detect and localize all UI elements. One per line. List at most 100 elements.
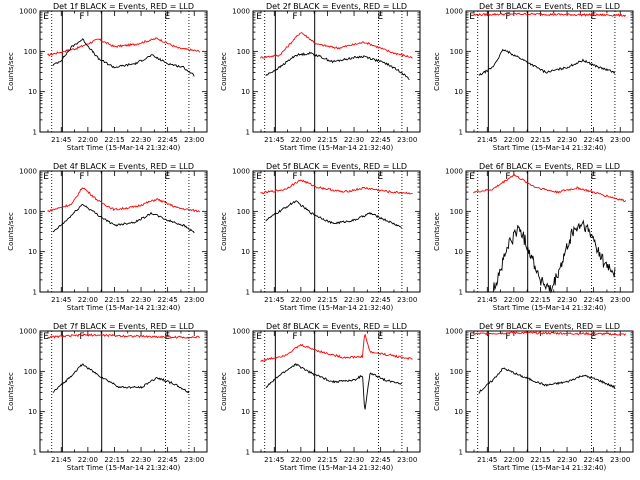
x-tick-label: 23:00 bbox=[610, 456, 630, 464]
y-tick-label: 100 bbox=[237, 48, 250, 56]
y-axis-label: Counts/sec bbox=[433, 52, 441, 91]
y-tick-label: 1 bbox=[246, 129, 250, 137]
y-tick-label: 100 bbox=[24, 208, 37, 216]
x-tick-label: 22:00 bbox=[78, 136, 98, 144]
y-tick-label: 1 bbox=[459, 449, 463, 457]
interval-flag: F bbox=[505, 332, 510, 342]
y-axis-label: Counts/sec bbox=[433, 372, 441, 411]
x-tick-label: 22:00 bbox=[504, 136, 524, 144]
events-series-line bbox=[52, 363, 190, 394]
x-tick-label: 22:15 bbox=[530, 456, 550, 464]
x-tick-label: 22:30 bbox=[557, 456, 577, 464]
y-tick-label: 100 bbox=[450, 368, 463, 376]
x-tick-label: 22:00 bbox=[78, 296, 98, 304]
panel-det-8: Det 8f BLACK = Events, RED = LLD 1 10 100 10… bbox=[220, 322, 421, 472]
interval-flag: F bbox=[505, 12, 510, 22]
x-tick-label: 22:00 bbox=[291, 456, 311, 464]
x-axis-label: Start Time (15-Mar-14 21:32:40) bbox=[280, 304, 394, 312]
panel-det-6: Det 6f BLACK = Events, RED = LLD 1 10 100 10… bbox=[433, 162, 634, 312]
x-tick-label: 23:00 bbox=[184, 136, 204, 144]
panel-title: Det 4f BLACK = Events, RED = LLD bbox=[53, 162, 194, 171]
y-tick-label: 100 bbox=[237, 208, 250, 216]
x-axis-label: Start Time (15-Mar-14 21:32:40) bbox=[67, 464, 181, 472]
interval-flag: E bbox=[590, 332, 596, 342]
interval-flag: E bbox=[43, 332, 49, 342]
x-tick-label: 22:15 bbox=[104, 296, 124, 304]
x-tick-label: 22:00 bbox=[504, 296, 524, 304]
panel-title: Det 5f BLACK = Events, RED = LLD bbox=[266, 162, 407, 171]
events-series-line bbox=[52, 203, 195, 234]
x-tick-label: 23:00 bbox=[397, 456, 417, 464]
x-axis-label: Start Time (15-Mar-14 21:32:40) bbox=[67, 304, 181, 312]
x-tick-label: 22:15 bbox=[317, 136, 337, 144]
x-tick-label: 23:00 bbox=[184, 296, 204, 304]
interval-flag: E bbox=[43, 172, 49, 182]
interval-flag: E bbox=[469, 332, 475, 342]
x-tick-label: 23:00 bbox=[610, 296, 630, 304]
y-tick-label: 1 bbox=[33, 449, 37, 457]
y-tick-label: 100 bbox=[237, 368, 250, 376]
panel-det-3: Det 3f BLACK = Events, RED = LLD 1 10 100 10… bbox=[433, 2, 634, 152]
interval-flag: F bbox=[292, 12, 297, 22]
lld-series-line bbox=[260, 334, 413, 362]
plot-frame bbox=[465, 170, 634, 293]
x-tick-label: 22:45 bbox=[158, 136, 178, 144]
x-tick-label: 21:45 bbox=[51, 136, 71, 144]
interval-flag: E bbox=[164, 172, 170, 182]
x-tick-label: 22:45 bbox=[584, 456, 604, 464]
x-tick-label: 22:30 bbox=[344, 456, 364, 464]
y-tick-label: 10 bbox=[28, 248, 37, 256]
y-tick-label: 1 bbox=[246, 289, 250, 297]
events-series-line bbox=[265, 51, 410, 80]
y-tick-label: 1000 bbox=[19, 328, 37, 336]
y-axis-label: Counts/sec bbox=[220, 212, 228, 251]
x-tick-label: 22:00 bbox=[504, 456, 524, 464]
x-tick-label: 21:45 bbox=[477, 456, 497, 464]
x-tick-label: 22:45 bbox=[158, 456, 178, 464]
y-tick-label: 1 bbox=[33, 289, 37, 297]
interval-flag: F bbox=[505, 172, 510, 182]
x-tick-label: 23:00 bbox=[184, 456, 204, 464]
x-axis-label: Start Time (15-Mar-14 21:32:40) bbox=[280, 144, 394, 152]
x-tick-label: 21:45 bbox=[477, 136, 497, 144]
interval-flag: E bbox=[469, 12, 475, 22]
x-tick-label: 22:15 bbox=[530, 296, 550, 304]
x-tick-label: 21:45 bbox=[264, 296, 284, 304]
x-tick-label: 23:00 bbox=[610, 136, 630, 144]
y-tick-label: 1 bbox=[246, 449, 250, 457]
lld-series-line bbox=[47, 187, 200, 213]
panel-det-1: Det 1f BLACK = Events, RED = LLD 1 10 100 10… bbox=[7, 2, 208, 152]
y-axis-label: Counts/sec bbox=[7, 52, 15, 91]
y-tick-label: 1 bbox=[33, 129, 37, 137]
x-tick-label: 22:45 bbox=[371, 456, 391, 464]
interval-flag: E bbox=[164, 12, 170, 22]
y-axis-label: Counts/sec bbox=[7, 372, 15, 411]
y-tick-label: 1000 bbox=[19, 8, 37, 16]
plot-frame bbox=[465, 330, 634, 453]
y-tick-label: 1000 bbox=[19, 168, 37, 176]
panel-title: Det 3f BLACK = Events, RED = LLD bbox=[479, 2, 620, 11]
plot-frame bbox=[252, 330, 421, 453]
x-tick-label: 22:45 bbox=[371, 296, 391, 304]
y-tick-label: 10 bbox=[454, 248, 463, 256]
events-series-line bbox=[492, 219, 616, 294]
plot-frame bbox=[465, 10, 634, 133]
y-tick-label: 10 bbox=[454, 88, 463, 96]
y-tick-label: 10 bbox=[241, 248, 250, 256]
y-tick-label: 10 bbox=[28, 88, 37, 96]
lld-series-line bbox=[473, 331, 626, 337]
events-series-line bbox=[265, 200, 402, 228]
interval-flag: E bbox=[256, 172, 262, 182]
x-tick-label: 22:15 bbox=[104, 456, 124, 464]
y-axis-label: Counts/sec bbox=[7, 212, 15, 251]
y-tick-label: 100 bbox=[24, 368, 37, 376]
y-axis-label: Counts/sec bbox=[220, 52, 228, 91]
panel-title: Det 7f BLACK = Events, RED = LLD bbox=[53, 322, 194, 331]
x-tick-label: 22:15 bbox=[317, 296, 337, 304]
y-tick-label: 1 bbox=[459, 289, 463, 297]
events-series-line bbox=[478, 48, 616, 76]
x-tick-label: 22:15 bbox=[530, 136, 550, 144]
x-axis-label: Start Time (15-Mar-14 21:32:40) bbox=[493, 144, 607, 152]
y-axis-label: Counts/sec bbox=[433, 212, 441, 251]
plot-frame bbox=[39, 170, 208, 293]
